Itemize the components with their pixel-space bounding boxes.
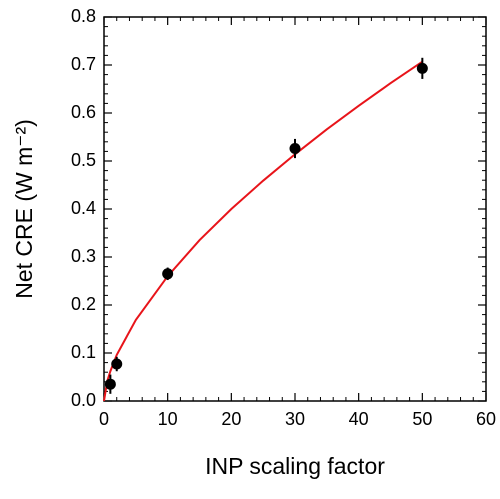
y-tick-label: 0.0 — [71, 390, 96, 410]
x-tick-label: 40 — [349, 409, 369, 429]
y-tick-label: 0.8 — [71, 6, 96, 26]
x-tick-label: 30 — [285, 409, 305, 429]
y-tick-label: 0.7 — [71, 54, 96, 74]
x-axis-title: INP scaling factor — [205, 453, 385, 479]
x-tick-label: 60 — [476, 409, 496, 429]
fit-line — [103, 60, 423, 402]
y-axis-title: Net CRE (W m⁻²) — [11, 119, 37, 299]
x-tick-label: 10 — [158, 409, 178, 429]
x-tick-label: 20 — [221, 409, 241, 429]
y-tick-label: 0.2 — [71, 294, 96, 314]
x-tick-label: 50 — [412, 409, 432, 429]
y-tick-label: 0.5 — [71, 150, 96, 170]
y-tick-label: 0.4 — [71, 198, 96, 218]
data-point — [416, 62, 428, 74]
plot-frame — [103, 16, 487, 402]
data-point — [162, 268, 174, 280]
x-tick-label: 0 — [99, 409, 109, 429]
data-point — [104, 378, 116, 390]
y-tick-label: 0.6 — [71, 102, 96, 122]
data-point — [289, 143, 301, 155]
y-tick-label: 0.1 — [71, 342, 96, 362]
data-point — [111, 358, 123, 370]
y-tick-label: 0.3 — [71, 246, 96, 266]
